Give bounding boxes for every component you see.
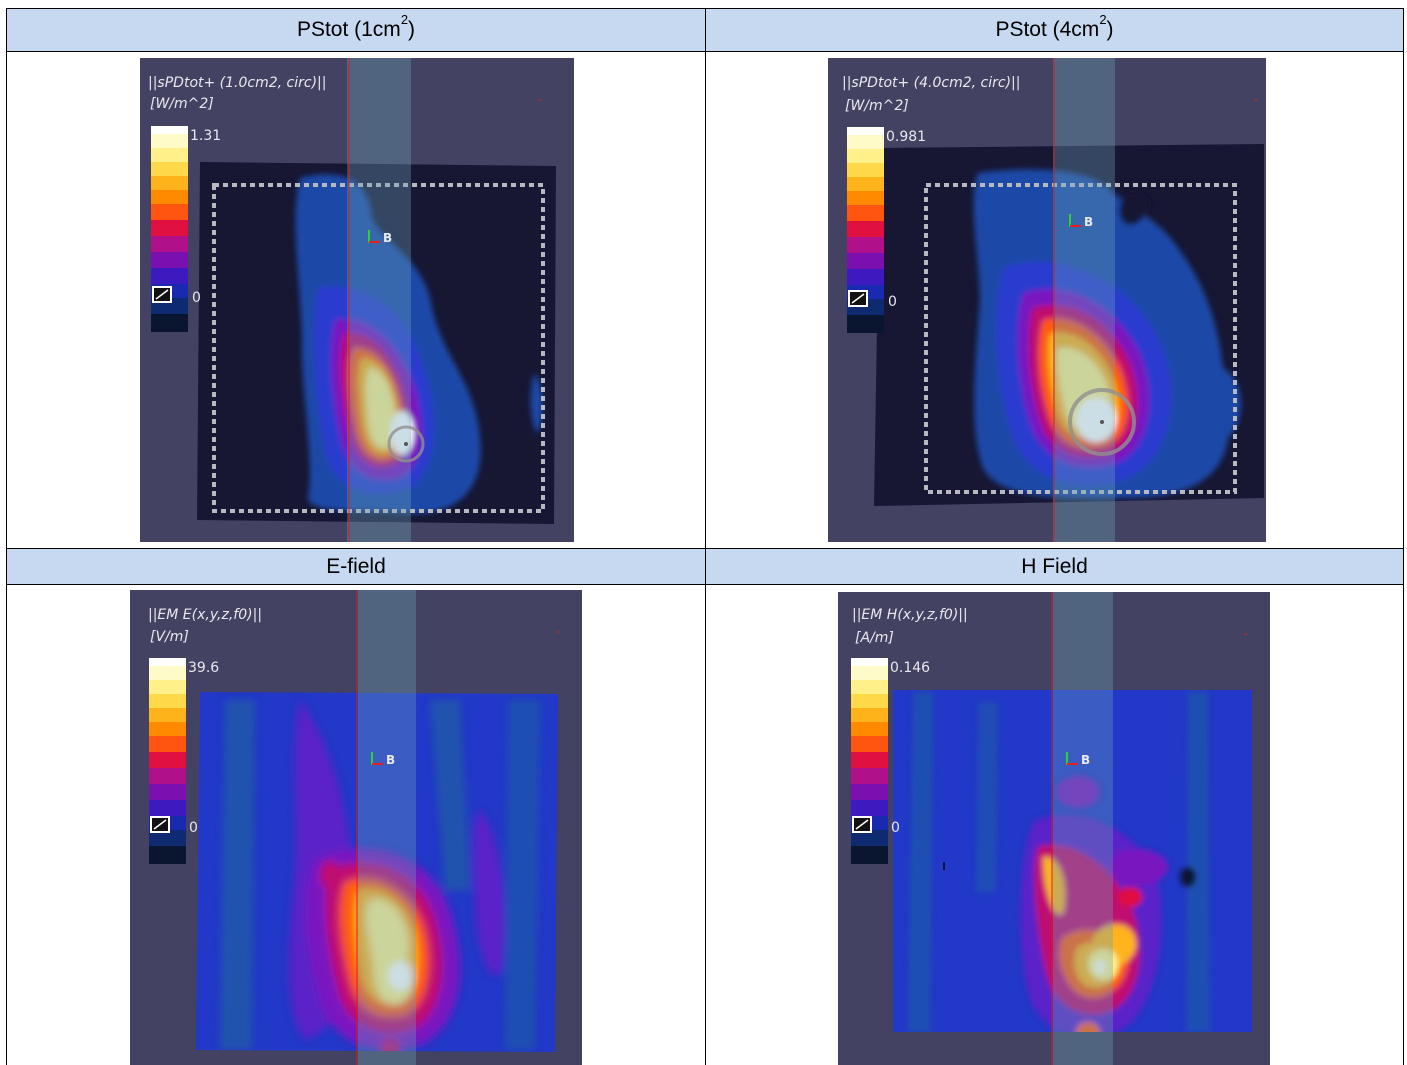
colorbar-segment xyxy=(851,752,888,768)
e-field-map xyxy=(196,590,559,1065)
colorbar-segment xyxy=(851,666,888,680)
colorbar-segment xyxy=(149,736,186,752)
colorbar-max-label: 0.146 xyxy=(890,660,931,676)
colorbar-min-label: 0 xyxy=(192,290,201,306)
colorbar-segment xyxy=(149,830,186,846)
colorbar-segment xyxy=(847,163,884,177)
colorbar-segment xyxy=(151,162,188,176)
plot-panel-pstot-1cm2: ||sPDtot+ (1.0cm2, circ)|| [W/m^2] 1.31 … xyxy=(140,58,574,542)
table-border-left xyxy=(6,8,7,1065)
colorbar-segment xyxy=(149,784,186,800)
colorbar-segment xyxy=(847,191,884,205)
colorbar-clip-icon xyxy=(848,290,868,307)
colorbar-segment xyxy=(151,148,188,162)
colorbar-segment xyxy=(151,126,188,134)
colorbar-segment xyxy=(851,680,888,694)
probe-marker-label: B xyxy=(383,231,393,245)
colorbar-segment xyxy=(851,722,888,736)
colorbar-segment xyxy=(851,694,888,708)
colorbar-segment xyxy=(151,220,188,236)
plot-panel-e-field: ||EM E(x,y,z,f0)|| [V/m] 39.6 0 B xyxy=(130,590,582,1065)
plot-title: ||EM H(x,y,z,f0)|| xyxy=(852,607,968,623)
plot-title: ||EM E(x,y,z,f0)|| xyxy=(148,607,263,623)
colorbar-segment xyxy=(847,237,884,253)
colorbar xyxy=(851,658,888,864)
colorbar-segment xyxy=(847,315,884,333)
colorbar-max-label: 0.981 xyxy=(886,129,927,145)
header-text: PStot (1cm2) xyxy=(296,12,416,41)
plot-title: ||sPDtot+ (4.0cm2, circ)|| xyxy=(842,75,1021,91)
plot-unit: [A/m] xyxy=(855,630,894,646)
colorbar-segment xyxy=(151,314,188,332)
colorbar-segment xyxy=(151,236,188,252)
header-text: PStot (4cm2) xyxy=(995,12,1114,41)
colorbar-segment xyxy=(149,768,186,784)
colorbar-segment xyxy=(151,190,188,204)
colorbar-segment xyxy=(851,784,888,800)
plot-unit: [W/m^2] xyxy=(845,98,909,114)
plot-panel-pstot-4cm2: ||sPDtot+ (4.0cm2, circ)|| [W/m^2] 0.981… xyxy=(828,58,1266,542)
colorbar-segment xyxy=(851,658,888,666)
colorbar-segment xyxy=(847,177,884,191)
plot-title: ||sPDtot+ (1.0cm2, circ)|| xyxy=(148,75,327,91)
colorbar xyxy=(149,658,186,864)
plot-unit: [W/m^2] xyxy=(150,96,214,112)
colorbar-segment xyxy=(149,694,186,708)
header-pstot-1cm2: PStot (1cm2) xyxy=(7,9,705,51)
plot-panel-h-field: ||EM H(x,y,z,f0)|| [A/m] 0.146 0 B xyxy=(838,592,1270,1065)
colorbar-segment xyxy=(151,176,188,190)
table-border-mid xyxy=(705,8,706,1065)
colorbar-segment xyxy=(847,221,884,237)
colorbar-segment xyxy=(847,149,884,163)
header-text: E-field xyxy=(326,554,386,578)
colorbar-min-label: 0 xyxy=(888,294,897,310)
probe-marker-label: B xyxy=(1081,753,1091,767)
colorbar-segment xyxy=(149,658,186,666)
colorbar-segment xyxy=(149,680,186,694)
colorbar-segment xyxy=(151,204,188,220)
colorbar-segment xyxy=(847,205,884,221)
power-density-map xyxy=(874,58,1264,542)
colorbar-segment xyxy=(151,268,188,284)
header-h-field: H Field xyxy=(706,549,1403,584)
colorbar xyxy=(151,126,188,332)
colorbar-min-label: 0 xyxy=(891,820,900,836)
colorbar xyxy=(847,127,884,333)
colorbar-segment xyxy=(851,708,888,722)
colorbar-segment xyxy=(151,134,188,148)
colorbar-clip-icon xyxy=(152,286,172,303)
colorbar-segment xyxy=(149,752,186,768)
colorbar-clip-icon xyxy=(852,816,872,833)
colorbar-segment xyxy=(149,708,186,722)
colorbar-segment xyxy=(851,736,888,752)
header-e-field: E-field xyxy=(7,549,705,584)
colorbar-segment xyxy=(851,768,888,784)
colorbar-clip-icon xyxy=(150,816,170,833)
colorbar-segment xyxy=(149,846,186,864)
probe-marker-label: B xyxy=(386,753,396,767)
colorbar-segment xyxy=(847,269,884,285)
h-field-map xyxy=(893,592,1252,1065)
results-table: PStot (1cm2) PStot (4cm2) E-field H Fiel… xyxy=(6,8,1404,1065)
power-density-map xyxy=(197,58,556,542)
colorbar-segment xyxy=(851,846,888,864)
header-text: H Field xyxy=(1021,554,1088,578)
plot-unit: [V/m] xyxy=(150,629,189,645)
probe-marker-label: B xyxy=(1084,215,1094,229)
colorbar-segment xyxy=(851,830,888,846)
colorbar-segment xyxy=(847,127,884,135)
colorbar-min-label: 0 xyxy=(189,820,198,836)
header-pstot-4cm2: PStot (4cm2) xyxy=(706,9,1403,51)
colorbar-segment xyxy=(149,722,186,736)
colorbar-segment xyxy=(151,252,188,268)
colorbar-max-label: 39.6 xyxy=(188,660,220,676)
colorbar-segment xyxy=(149,800,186,816)
colorbar-max-label: 1.31 xyxy=(190,128,222,144)
colorbar-segment xyxy=(847,253,884,269)
table-border-right xyxy=(1403,8,1404,1065)
colorbar-segment xyxy=(149,666,186,680)
colorbar-segment xyxy=(847,135,884,149)
colorbar-segment xyxy=(851,800,888,816)
